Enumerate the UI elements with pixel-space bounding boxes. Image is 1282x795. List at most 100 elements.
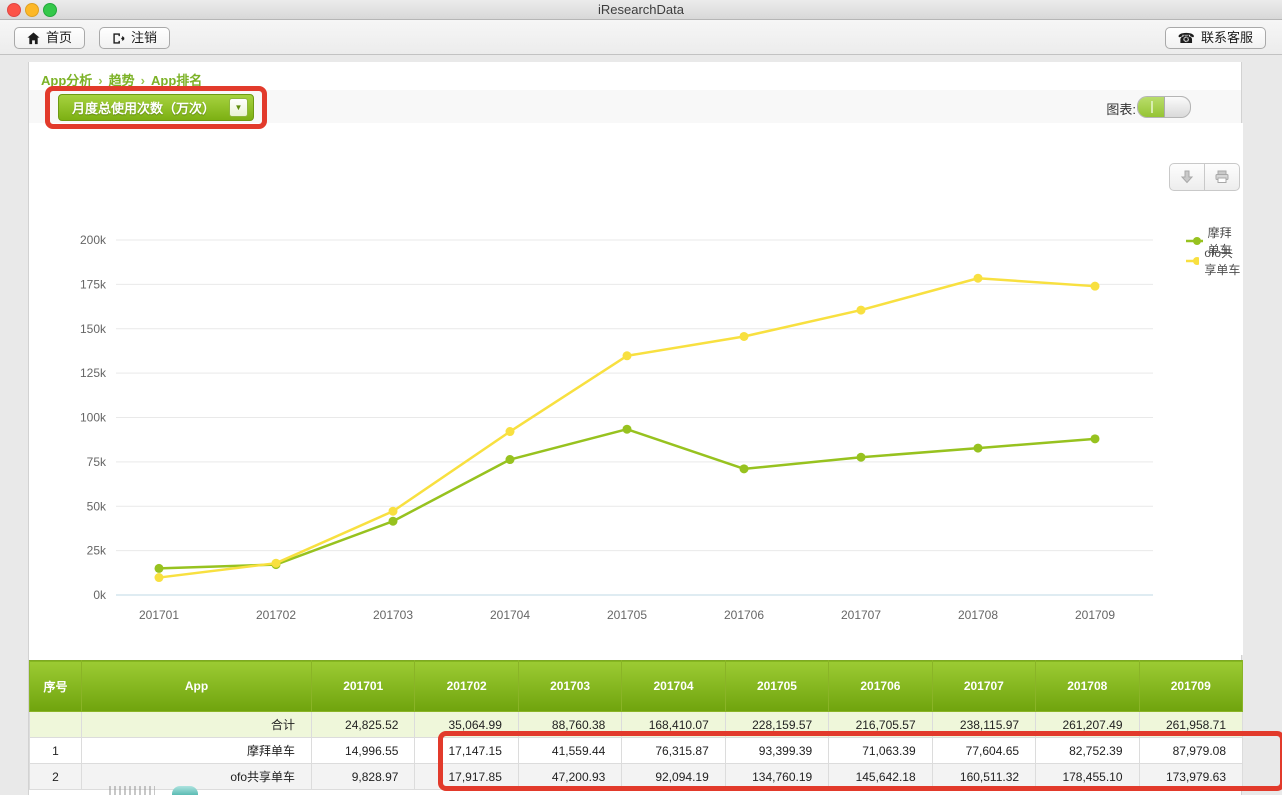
- app-name-cell: 合计: [81, 711, 312, 738]
- x-axis-tick-label: 201707: [841, 608, 881, 622]
- filter-bar: 月度总使用次数（万次） ▼ 图表:: [29, 90, 1241, 125]
- cutoff-text-fragment: [109, 786, 155, 795]
- row-index-cell: 1: [29, 737, 82, 764]
- breadcrumb-separator: ›: [98, 73, 103, 88]
- data-point: [505, 427, 515, 437]
- content-panel: App分析 › 趋势 › App排名 月度总使用次数（万次） ▼ 图表:: [28, 62, 1243, 795]
- y-axis-tick-label: 100k: [80, 411, 107, 425]
- table-header-cell: App: [81, 660, 312, 712]
- contact-support-button[interactable]: ☎ 联系客服: [1164, 27, 1266, 49]
- value-cell: 82,752.39: [1035, 737, 1140, 764]
- y-axis-tick-label: 75k: [87, 455, 107, 469]
- logout-button-label: 注销: [131, 30, 158, 45]
- x-axis-tick-label: 201709: [1075, 608, 1115, 622]
- data-point: [856, 305, 866, 315]
- table-header-cell: 201707: [931, 660, 1037, 712]
- metric-dropdown-value: 月度总使用次数（万次）: [72, 101, 216, 116]
- phone-icon: ☎: [1177, 30, 1195, 46]
- data-point: [622, 351, 632, 361]
- download-button[interactable]: [1170, 164, 1204, 190]
- x-axis-tick-label: 201708: [958, 608, 998, 622]
- chart-toggle-switch[interactable]: [1137, 96, 1191, 118]
- page-gutter: [0, 55, 1282, 62]
- breadcrumb-item-app-analysis[interactable]: App分析: [41, 73, 93, 88]
- legend-label: 摩拜单车: [1207, 226, 1232, 257]
- data-point: [856, 452, 866, 462]
- toggle-knob[interactable]: [1164, 97, 1190, 117]
- logout-icon: [113, 32, 125, 44]
- metric-dropdown[interactable]: 月度总使用次数（万次） ▼: [58, 94, 254, 121]
- table-total-row: 合计 24,825.52 35,064.99 88,760.38 168,410.07 2…: [29, 711, 1243, 738]
- y-axis-tick-label: 0k: [93, 588, 107, 602]
- value-cell: 238,115.97: [931, 711, 1037, 738]
- data-point: [973, 273, 983, 283]
- y-axis-tick-label: 150k: [80, 322, 107, 336]
- value-cell: 134,760.19: [724, 763, 830, 790]
- app-name-cell: ofo共享单车: [81, 763, 312, 790]
- data-point: [622, 424, 632, 434]
- line-chart: 0k 25k 50k 75k 100k 125k 150k 175k 200k 201701 201…: [80, 233, 1153, 622]
- x-axis-tick-label: 201701: [139, 608, 179, 622]
- breadcrumb-item-app-ranking[interactable]: App排名: [150, 73, 203, 88]
- y-axis-tick-label: 175k: [80, 277, 107, 291]
- toggle-on-tick: [1151, 101, 1153, 113]
- table-header-cell: 201701: [310, 660, 416, 712]
- value-cell: 35,064.99: [414, 711, 519, 738]
- maximize-window-button[interactable]: [43, 3, 57, 17]
- chart-section: 0k 25k 50k 75k 100k 125k 150k 175k 200k 201701 201…: [29, 123, 1243, 655]
- chart-legend: 摩拜单车 ofo共享单车: [1185, 226, 1243, 277]
- download-icon: [1180, 170, 1194, 184]
- data-point: [1090, 281, 1100, 291]
- print-icon: [1215, 170, 1229, 183]
- table-header-cell: 201704: [621, 660, 726, 712]
- value-cell: 92,094.19: [621, 763, 726, 790]
- data-point: [973, 443, 983, 453]
- value-cell: 261,958.71: [1138, 711, 1243, 738]
- value-cell: 261,207.49: [1035, 711, 1140, 738]
- table-header-cell: 201705: [724, 660, 830, 712]
- legend-item[interactable]: 摩拜单车: [1185, 226, 1243, 257]
- home-icon: [27, 31, 40, 44]
- row-index-cell: [29, 711, 82, 738]
- value-cell: 47,200.93: [517, 763, 623, 790]
- table-header-cell: 201702: [414, 660, 519, 712]
- window-title: iResearchData: [598, 2, 684, 17]
- table-header-cell: 201708: [1035, 660, 1140, 712]
- value-cell: 160,511.32: [931, 763, 1037, 790]
- cutoff-teal-icon: [172, 786, 198, 795]
- y-axis-tick-label: 25k: [87, 544, 107, 558]
- value-cell: 77,604.65: [931, 737, 1037, 764]
- table-header-cell: 201706: [828, 660, 933, 712]
- value-cell: 228,159.57: [724, 711, 830, 738]
- series-line: [158, 427, 1096, 570]
- value-cell: 24,825.52: [310, 711, 416, 738]
- x-axis-tick-label: 201705: [607, 608, 647, 622]
- data-point: [388, 516, 398, 526]
- value-cell: 216,705.57: [828, 711, 933, 738]
- data-point: [505, 455, 515, 465]
- print-button[interactable]: [1204, 164, 1239, 190]
- app-name-cell: 摩拜单车: [81, 737, 312, 764]
- breadcrumb: App分析 › 趋势 › App排名: [41, 70, 202, 89]
- value-cell: 71,063.39: [828, 737, 933, 764]
- legend-label: ofo共享单车: [1204, 246, 1241, 277]
- value-cell: 93,399.39: [724, 737, 830, 764]
- breadcrumb-item-trend[interactable]: 趋势: [108, 73, 135, 88]
- home-button[interactable]: 首页: [14, 27, 86, 49]
- legend-item[interactable]: ofo共享单车: [1185, 246, 1243, 277]
- legend-marker-icon: [1186, 257, 1200, 265]
- x-axis-tick-label: 201702: [256, 608, 296, 622]
- cutoff-content-fragment: [84, 785, 284, 795]
- x-axis-tick-label: 201706: [724, 608, 764, 622]
- data-point: [739, 331, 749, 341]
- data-point: [271, 558, 281, 568]
- logout-button[interactable]: 注销: [99, 27, 171, 49]
- value-cell: 145,642.18: [828, 763, 933, 790]
- row-index-cell: 2: [29, 763, 82, 790]
- home-button-label: 首页: [46, 30, 73, 45]
- close-window-button[interactable]: [7, 3, 21, 17]
- minimize-window-button[interactable]: [25, 3, 39, 17]
- table-header-cell: 序号: [29, 660, 82, 712]
- table-header-cell: 201703: [517, 660, 623, 712]
